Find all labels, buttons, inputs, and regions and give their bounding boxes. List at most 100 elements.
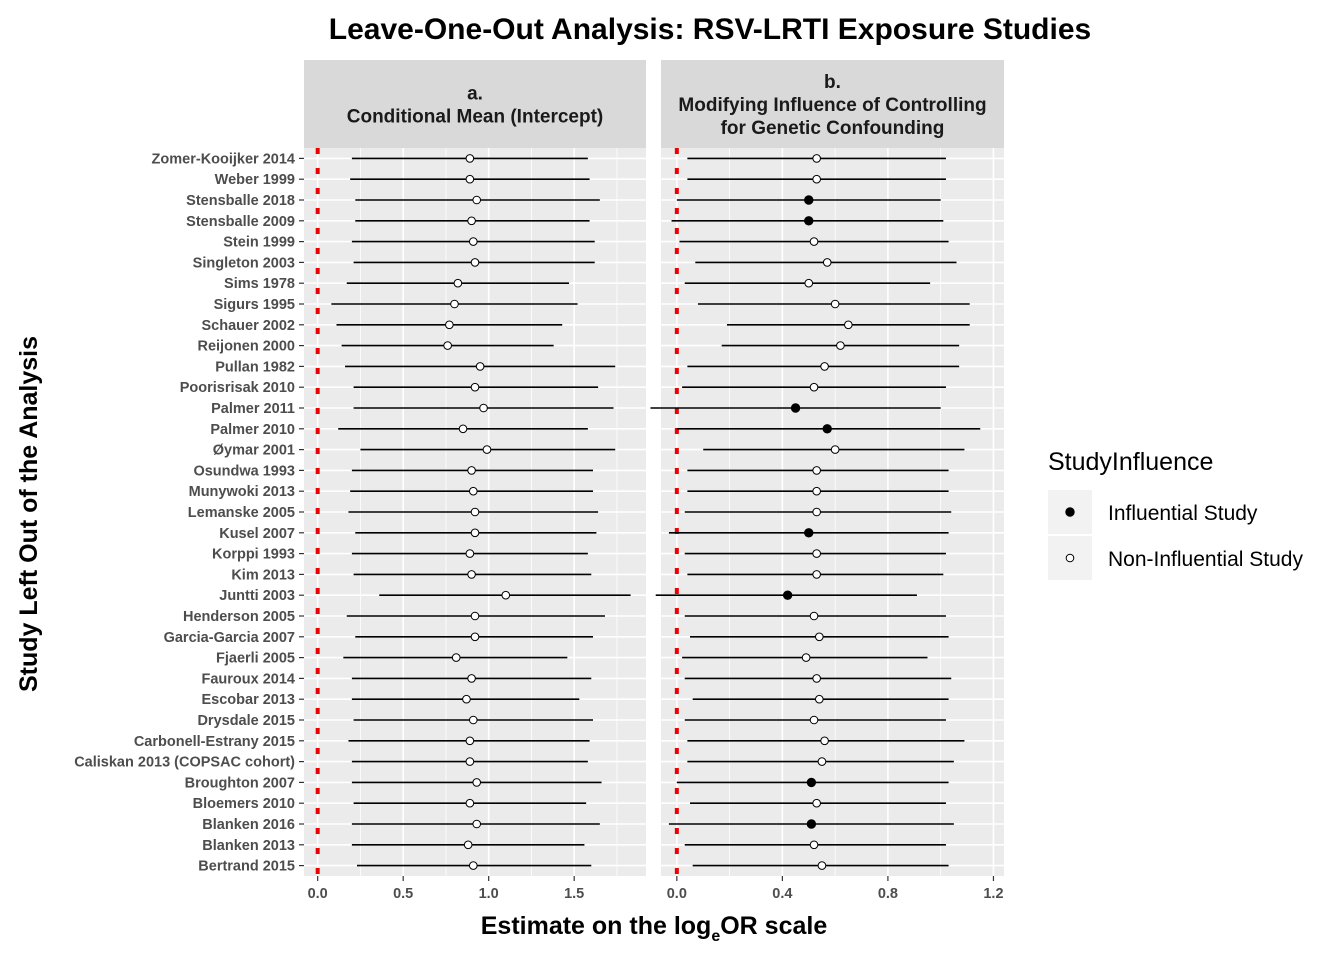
data-marks [650, 154, 981, 870]
point-estimate-non-influential [812, 154, 821, 163]
point-estimate-non-influential [804, 278, 814, 288]
point-estimate-non-influential [463, 840, 473, 850]
panel-strip-label-1: b. [824, 72, 841, 93]
point-estimate-non-influential [809, 715, 819, 725]
point-estimate-non-influential [836, 341, 845, 350]
point-estimate-influential [806, 777, 817, 788]
point-estimate-non-influential [812, 549, 821, 558]
y-tick-label: Korppi 1993 [212, 547, 295, 563]
legend-label-influential: Influential Study [1108, 502, 1258, 525]
point-estimate-non-influential [470, 382, 480, 392]
y-tick-label: Sims 1978 [224, 276, 295, 292]
y-tick-label: Escobar 2013 [201, 692, 295, 708]
point-estimate-non-influential [809, 840, 819, 850]
x-axis: 0.0 0.4 0.8 1.2 [667, 876, 1004, 902]
point-estimate-non-influential [844, 320, 853, 330]
point-estimate-non-influential [817, 757, 827, 766]
x-tick-label: 0.4 [772, 886, 792, 902]
point-estimate-non-influential [482, 445, 492, 454]
point-estimate-influential [806, 819, 817, 829]
y-tick-label: Osundwa 1993 [193, 463, 295, 479]
y-tick-label: Poorisrisak 2010 [180, 380, 295, 396]
point-estimate-non-influential [479, 403, 488, 413]
point-estimate-non-influential [443, 341, 452, 350]
point-estimate-non-influential [453, 278, 463, 288]
point-estimate-influential [804, 195, 814, 205]
point-estimate-influential [790, 403, 801, 413]
point-estimate-non-influential [472, 778, 482, 787]
y-tick-label: Palmer 2010 [210, 422, 295, 438]
x-tick-label: 0.0 [667, 886, 687, 902]
y-tick-label: Blanken 2016 [202, 817, 295, 833]
point-estimate-non-influential [812, 798, 821, 808]
x-tick-label: 0.5 [393, 886, 413, 902]
point-estimate-non-influential [451, 653, 461, 662]
y-tick-label: Stein 1999 [223, 235, 295, 251]
point-estimate-non-influential [465, 757, 475, 766]
point-estimate-non-influential [812, 674, 821, 683]
x-tick-label: 0.0 [308, 886, 328, 902]
y-tick-label: Kusel 2007 [219, 526, 295, 542]
point-estimate-non-influential [468, 861, 478, 870]
y-tick-label: Fjaerli 2005 [216, 651, 295, 667]
y-tick-label: Blanken 2013 [202, 838, 295, 854]
x-axis-title-suffix: OR scale [720, 912, 827, 940]
point-estimate-influential [804, 528, 814, 538]
y-axis-title: Study Left Out of the Analysis [15, 336, 43, 692]
y-tick-label: Carbonell-Estrany 2015 [134, 734, 295, 750]
point-estimate-non-influential [467, 674, 476, 683]
legend-key-influential-marker [1065, 507, 1075, 517]
x-tick-label: 1.0 [479, 886, 499, 902]
point-estimate-non-influential [450, 299, 459, 309]
x-tick-label: 1.5 [564, 886, 584, 902]
x-axis-title: Estimate on the logeOR scale [481, 912, 828, 945]
y-tick-label: Singleton 2003 [193, 255, 295, 271]
point-estimate-non-influential [817, 861, 827, 870]
point-estimate-non-influential [465, 174, 475, 184]
point-estimate-non-influential [830, 299, 840, 309]
point-estimate-non-influential [820, 736, 829, 746]
point-estimate-non-influential [812, 486, 821, 496]
y-tick-label: Fauroux 2014 [202, 671, 296, 687]
point-estimate-non-influential [458, 424, 468, 434]
legend-title: StudyInfluence [1048, 448, 1213, 476]
legend: StudyInfluence Influential Study Non-Inf… [1048, 448, 1303, 580]
point-estimate-non-influential [822, 258, 832, 267]
point-estimate-non-influential [467, 570, 476, 579]
point-estimate-influential [822, 424, 832, 434]
y-tick-label: Pullan 1982 [215, 359, 295, 375]
x-axis-title-prefix: Estimate on the log [481, 912, 712, 940]
y-axis: Zomer-Kooijker 2014 Weber 1999 Stensballe … [74, 151, 304, 875]
point-estimate-non-influential [830, 445, 840, 454]
panels-layer: a.Conditional Mean (Intercept) 0.0 0.5 1.0 1… [74, 60, 1004, 902]
point-estimate-non-influential [445, 320, 454, 330]
panel-strip-label-2: Conditional Mean (Intercept) [347, 107, 604, 128]
y-tick-label: Palmer 2011 [211, 401, 295, 417]
point-estimate-non-influential [470, 507, 480, 517]
y-tick-label: Broughton 2007 [185, 775, 295, 791]
point-estimate-non-influential [820, 362, 829, 371]
panel-strip-label-3: for Genetic Confounding [721, 118, 945, 139]
point-estimate-non-influential [468, 486, 478, 496]
x-axis: 0.0 0.5 1.0 1.5 [308, 876, 584, 902]
point-estimate-non-influential [462, 694, 471, 704]
point-estimate-non-influential [809, 382, 819, 392]
point-estimate-non-influential [812, 466, 821, 475]
point-estimate-non-influential [809, 611, 819, 621]
x-tick-label: 0.8 [878, 886, 898, 902]
y-tick-label: Bloemers 2010 [193, 796, 295, 812]
y-tick-label: Zomer-Kooijker 2014 [152, 151, 295, 167]
point-estimate-non-influential [812, 174, 821, 184]
point-estimate-non-influential [472, 195, 482, 205]
y-tick-label: Caliskan 2013 (COPSAC cohort) [74, 755, 295, 771]
y-tick-label: Reijonen 2000 [197, 339, 295, 355]
point-estimate-non-influential [465, 549, 475, 558]
legend-key-non-influential-marker [1065, 553, 1075, 563]
data-marks [331, 154, 631, 870]
point-estimate-non-influential [470, 632, 480, 642]
point-estimate-non-influential [465, 154, 475, 163]
point-estimate-non-influential [465, 736, 475, 746]
y-tick-label: Weber 1999 [215, 172, 295, 188]
point-estimate-non-influential [465, 798, 475, 808]
